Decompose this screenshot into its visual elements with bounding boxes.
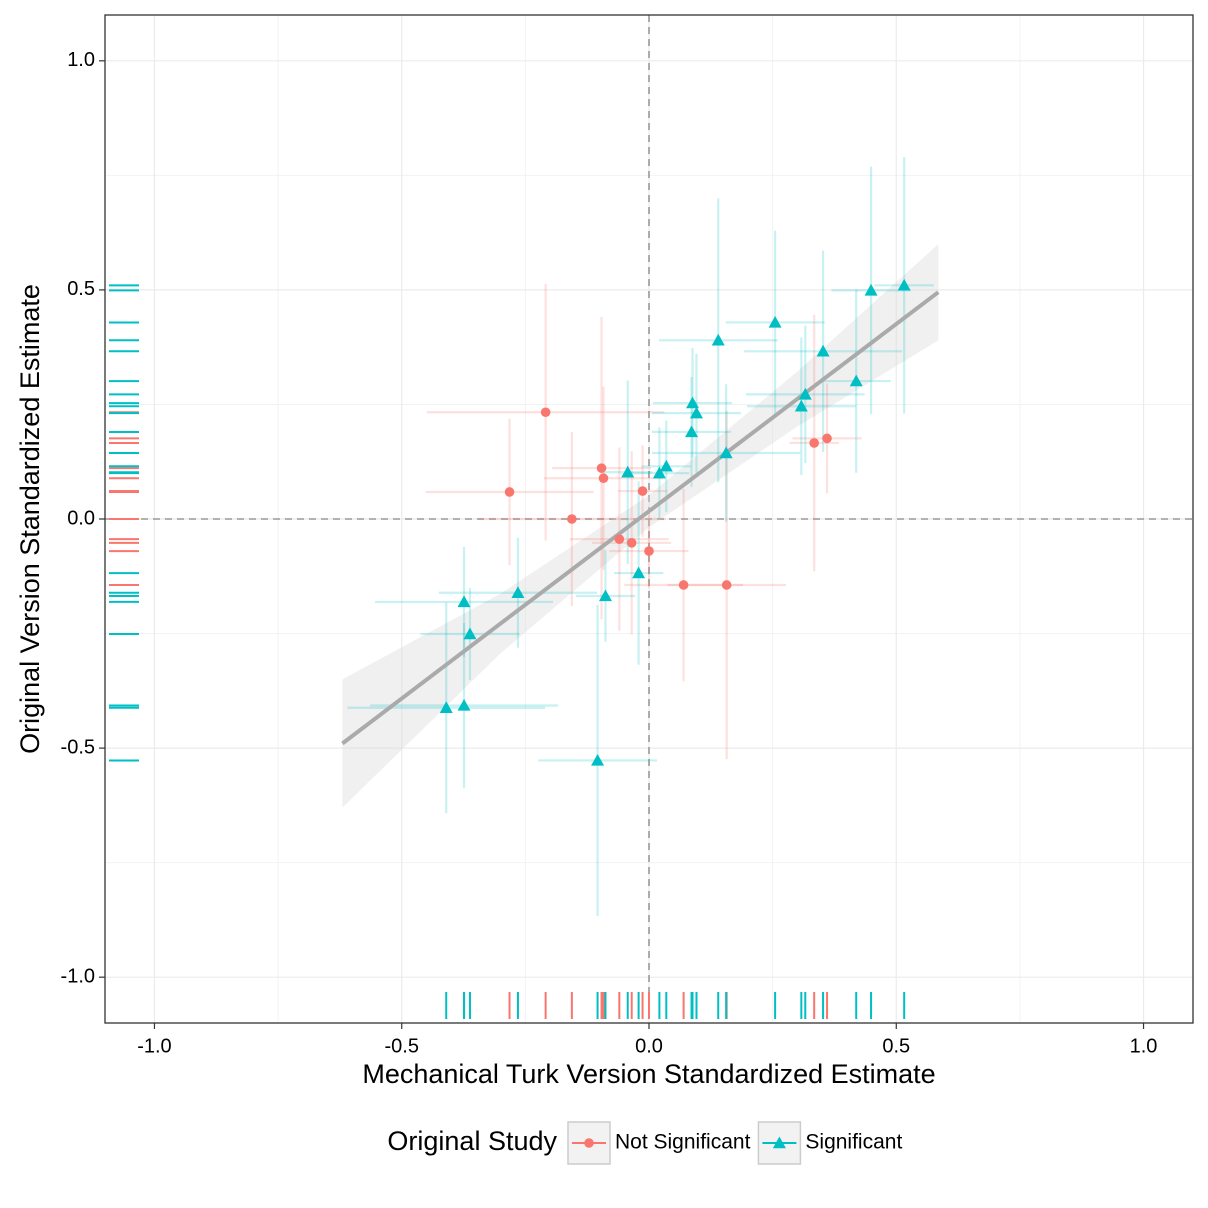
point [711, 333, 725, 346]
y-tick-label: -1.0 [61, 965, 95, 987]
point [504, 487, 515, 497]
point [689, 406, 703, 419]
point [632, 566, 646, 579]
point [652, 466, 666, 479]
point [644, 546, 654, 556]
y-tick-label: 0.5 [67, 278, 95, 300]
point [678, 580, 689, 590]
point [637, 486, 648, 496]
point [596, 463, 607, 473]
point [721, 580, 732, 590]
point [457, 698, 471, 711]
point [685, 425, 699, 438]
point [439, 701, 453, 713]
point [567, 514, 577, 524]
point [598, 473, 609, 484]
point [794, 399, 808, 412]
point [591, 753, 605, 766]
legend-label: Not Significant [615, 1131, 751, 1154]
point [511, 586, 525, 598]
point [626, 538, 637, 548]
point [849, 374, 863, 387]
point [621, 465, 635, 478]
confidence-band [342, 244, 939, 808]
point [540, 407, 551, 418]
fit-line [341, 290, 940, 746]
point [864, 283, 878, 296]
point [686, 396, 700, 409]
x-tick-label: 1.0 [1130, 1035, 1158, 1057]
y-tick-label: -0.5 [61, 736, 95, 758]
y-tick-label: 0.0 [67, 507, 95, 529]
point [768, 315, 782, 328]
point [463, 627, 477, 640]
point [897, 278, 911, 291]
x-tick-label: -1.0 [137, 1035, 171, 1057]
legend-marker [584, 1138, 594, 1148]
point [822, 433, 832, 444]
legend-title: Original Study [387, 1126, 557, 1156]
point [659, 459, 673, 472]
x-tick-label: 0.5 [882, 1035, 910, 1057]
legend-marker [772, 1136, 786, 1149]
plot-border [104, 14, 1194, 1024]
legend-label: Significant [805, 1131, 902, 1154]
point [809, 438, 819, 448]
point [798, 387, 812, 400]
point [457, 595, 471, 608]
y-tick-label: 1.0 [67, 49, 95, 71]
x-axis-label: Mechanical Turk Version Standardized Est… [362, 1059, 935, 1089]
x-tick-label: -0.5 [384, 1035, 418, 1057]
x-tick-label: 0.0 [635, 1035, 663, 1057]
point [719, 446, 733, 459]
point [614, 534, 625, 544]
point [816, 344, 830, 357]
point [598, 589, 612, 602]
y-axis-label: Original Version Standardized Estimate [15, 284, 45, 754]
